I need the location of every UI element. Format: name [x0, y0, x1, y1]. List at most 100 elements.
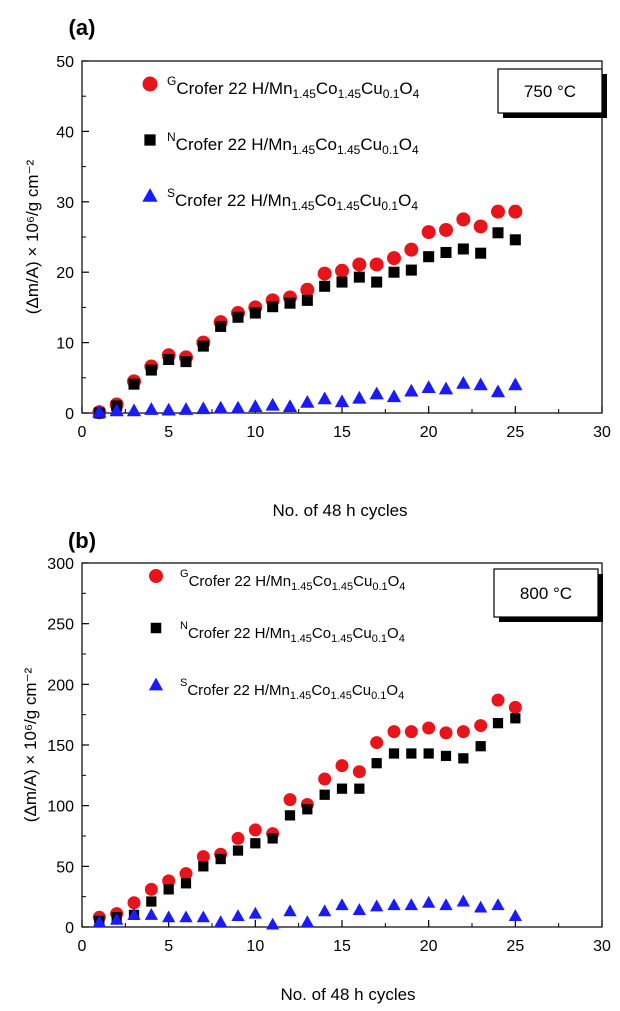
y-tick-label: 20 [56, 265, 74, 282]
data-point [474, 900, 488, 913]
data-point [370, 899, 384, 912]
data-point [319, 280, 331, 292]
data-point [386, 389, 402, 403]
data-point [352, 765, 366, 779]
data-point [440, 750, 452, 762]
data-point [369, 386, 384, 400]
data-point [422, 895, 436, 908]
data-point [215, 853, 226, 865]
data-point [491, 204, 505, 219]
data-point [352, 903, 366, 915]
legend-marker [144, 134, 156, 146]
data-point [215, 320, 227, 332]
data-point [388, 266, 400, 278]
data-point [127, 908, 141, 920]
data-point [144, 402, 159, 415]
x-tick-label: 5 [164, 424, 173, 441]
x-tick-label: 10 [246, 938, 264, 955]
y-tick-label: 50 [56, 54, 74, 71]
legend-marker [149, 569, 163, 583]
data-point [162, 874, 176, 888]
data-point [370, 736, 384, 750]
y-tick-label: 50 [56, 859, 74, 876]
data-point [179, 867, 193, 881]
series-triangle [92, 376, 523, 418]
data-point [456, 376, 471, 389]
data-point [232, 845, 244, 856]
legend-entry: SCrofer 22 H/Mn1.45Co1.45Cu0.1O4 [148, 677, 404, 702]
data-point [196, 910, 210, 923]
data-point [230, 400, 246, 414]
legend-label: GCrofer 22 H/Mn1.45Co1.45Cu0.1O4 [180, 568, 405, 593]
data-point [438, 381, 454, 395]
temperature-label: 750 °C [524, 82, 576, 101]
data-point [335, 263, 349, 278]
data-point [284, 297, 296, 309]
y-axis-label: (Δm/A) × 10⁶/g cm⁻² [23, 159, 42, 314]
chart-panel-0: (a) 0 5 10 15 20 25 30 0 10 20 30 40 50 No. of 48 h cy… [23, 15, 611, 520]
legend-marker [148, 677, 164, 691]
data-point [439, 898, 453, 911]
data-point [109, 403, 124, 417]
data-point [196, 401, 211, 415]
y-tick-label: 30 [56, 195, 74, 212]
data-point [179, 910, 193, 923]
data-point [110, 912, 124, 925]
data-point [231, 831, 245, 845]
panel-label: (a) [69, 15, 96, 40]
panel-label: (b) [68, 528, 96, 553]
data-point [163, 353, 175, 366]
data-point [318, 772, 332, 786]
data-point [439, 726, 453, 740]
data-point [284, 810, 296, 821]
data-point [473, 219, 488, 234]
data-point [508, 909, 522, 922]
data-point [213, 400, 228, 414]
data-point [161, 402, 176, 416]
x-tick-label: 20 [420, 938, 438, 955]
data-point [423, 748, 434, 759]
data-point [509, 234, 521, 246]
x-tick-label: 0 [78, 424, 87, 441]
data-point [371, 758, 382, 769]
x-tick-label: 0 [78, 938, 87, 955]
data-point [248, 399, 263, 413]
data-point [387, 898, 401, 911]
data-point [475, 741, 486, 752]
data-point [369, 257, 384, 272]
data-point [144, 882, 158, 896]
series-square [93, 227, 521, 419]
data-point [283, 904, 297, 917]
temperature-label: 800 °C [520, 584, 572, 603]
data-point [456, 725, 470, 739]
data-point [335, 898, 349, 911]
data-point [249, 307, 261, 319]
x-tick-label: 25 [506, 938, 524, 955]
x-tick-label: 30 [593, 938, 611, 955]
legend-entry: GCrofer 22 H/Mn1.45Co1.45Cu0.1O4 [142, 74, 420, 101]
data-point [490, 384, 506, 398]
data-point [266, 917, 280, 930]
data-point [456, 894, 470, 907]
data-point [232, 311, 244, 323]
legend-entry: NCrofer 22 H/Mn1.45Co1.45Cu0.1O4 [144, 130, 419, 157]
data-point [145, 364, 157, 376]
data-point [352, 390, 367, 404]
data-point [126, 403, 142, 417]
data-point [508, 204, 523, 219]
y-tick-label: 200 [47, 677, 74, 694]
data-point [456, 212, 471, 227]
legend-entry: SCrofer 22 H/Mn1.45Co1.45Cu0.1O4 [142, 186, 418, 213]
data-point [267, 301, 279, 313]
data-point [162, 910, 176, 923]
y-tick-label: 250 [47, 617, 74, 634]
data-point [127, 896, 141, 910]
y-tick-label: 300 [47, 556, 74, 573]
data-point [267, 833, 278, 844]
data-point [352, 257, 367, 272]
data-point [440, 246, 452, 259]
data-point [265, 397, 280, 411]
data-point [405, 264, 417, 276]
data-point [178, 402, 194, 415]
